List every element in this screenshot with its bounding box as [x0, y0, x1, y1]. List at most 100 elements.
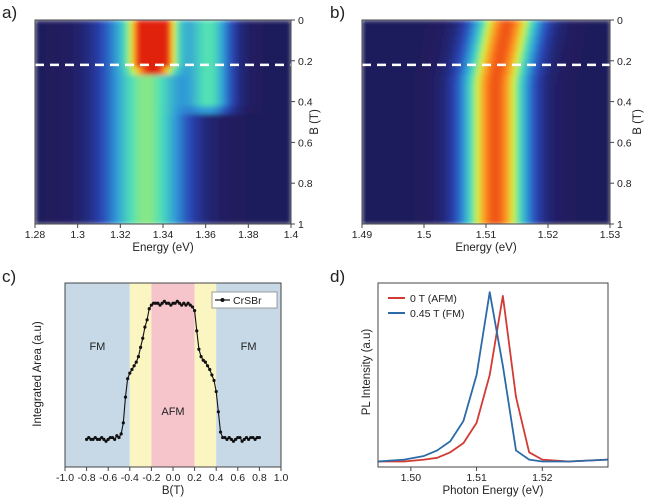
heatmap-cell	[493, 43, 497, 52]
heatmap-cell	[35, 137, 38, 147]
heatmap-cell	[79, 122, 82, 131]
heatmap-cell	[113, 74, 116, 84]
heatmap-cell	[39, 106, 42, 115]
heatmap-cell	[563, 51, 567, 60]
heatmap-cell	[536, 106, 539, 115]
heatmap-cell	[219, 129, 222, 139]
heatmap-cell	[249, 145, 252, 154]
heatmap-cell	[255, 35, 258, 45]
heatmap-cell	[429, 114, 433, 123]
heatmap-cell	[575, 27, 578, 37]
heatmap-cell	[147, 106, 150, 115]
heatmap-cell	[43, 145, 46, 154]
heatmap-cell	[49, 122, 52, 131]
heatmap-cell	[608, 20, 610, 29]
heatmap-cell	[255, 216, 258, 224]
heatmap-cell	[559, 82, 563, 92]
heatmap-cell	[435, 67, 439, 76]
heatmap-cell	[542, 20, 545, 29]
heatmap-cell	[522, 114, 526, 123]
heatmap-cell	[381, 51, 384, 60]
heatmap-cell	[271, 82, 274, 92]
heatmap-cell	[149, 20, 152, 29]
heatmap-cell	[235, 20, 238, 29]
heatmap-cell	[261, 90, 264, 100]
heatmap-cell	[453, 43, 456, 52]
heatmap-cell	[259, 59, 262, 68]
heatmap-cell	[275, 51, 278, 60]
heatmap-cell	[83, 208, 86, 217]
heatmap-cell	[113, 67, 116, 76]
heatmap-cell	[169, 176, 172, 186]
heatmap-cell	[227, 169, 230, 178]
heatmap-cell	[233, 153, 236, 162]
heatmap-cell	[269, 153, 272, 162]
heatmap-cell	[453, 90, 456, 100]
heatmap-cell	[129, 114, 132, 123]
heatmap-cell	[464, 59, 468, 68]
heatmap-cell	[197, 43, 200, 52]
heatmap-cell	[95, 90, 98, 100]
heatmap-cell	[93, 176, 96, 186]
heatmap-cell	[263, 216, 266, 224]
heatmap-cell	[93, 129, 96, 139]
heatmap-cell	[163, 161, 166, 170]
heatmap-cell	[147, 43, 150, 52]
heatmap-cell	[215, 176, 218, 186]
heatmap-cell	[255, 169, 258, 178]
heatmap-cell	[518, 114, 522, 123]
heatmap-cell	[93, 51, 96, 60]
heatmap-cell	[501, 106, 505, 115]
heatmap-cell	[245, 216, 248, 224]
heatmap-cell	[191, 74, 194, 84]
heatmap-cell	[486, 20, 489, 29]
heatmap-cell	[491, 82, 495, 92]
heatmap-cell	[53, 106, 56, 115]
heatmap-cell	[145, 59, 148, 68]
heatmap-cell	[553, 98, 557, 107]
heatmap-cell	[231, 27, 234, 37]
heatmap-cell	[379, 27, 382, 37]
heatmap-cell	[229, 98, 232, 107]
heatmap-cell	[141, 67, 144, 76]
heatmap-cell	[63, 90, 66, 100]
heatmap-cell	[383, 98, 386, 107]
heatmap-cell	[472, 20, 475, 29]
heatmap-cell	[225, 200, 228, 209]
heatmap-cell	[509, 90, 512, 100]
heatmap-cell	[391, 82, 394, 92]
heatmap-cell	[83, 184, 86, 194]
heatmap-cell	[179, 51, 182, 60]
heatmap-cell	[143, 90, 146, 100]
heatmap-cell	[588, 106, 592, 115]
heatmap-cell	[482, 106, 485, 115]
heatmap-cell	[565, 98, 568, 107]
heatmap-cell	[53, 208, 56, 217]
heatmap-cell	[517, 43, 520, 52]
heatmap-cell	[243, 176, 246, 186]
heatmap-cell	[573, 98, 576, 107]
heatmap-cell	[257, 137, 260, 147]
heatmap-cell	[41, 169, 44, 178]
heatmap-cell	[99, 59, 102, 68]
heatmap-cell	[57, 122, 60, 131]
heatmap-cell	[195, 176, 198, 186]
x-tick-label-a-2: 1.32	[110, 229, 131, 241]
heatmap-cell	[371, 74, 375, 84]
heatmap-cell	[431, 51, 435, 60]
heatmap-cell	[513, 106, 516, 115]
heatmap-cell	[69, 129, 72, 139]
heatmap-cell	[157, 67, 160, 76]
heatmap-cell	[131, 169, 134, 178]
heatmap-cell	[435, 35, 439, 45]
heatmap-cell	[267, 90, 270, 100]
heatmap-cell	[538, 59, 541, 68]
heatmap-cell	[404, 114, 408, 123]
heatmap-cell	[283, 192, 286, 202]
heatmap-cell	[484, 35, 487, 45]
heatmap-cell	[499, 114, 503, 123]
heatmap-cell	[233, 192, 236, 202]
heatmap-cell	[557, 74, 561, 84]
heatmap-cell	[559, 51, 563, 60]
heatmap-cell	[145, 122, 148, 131]
